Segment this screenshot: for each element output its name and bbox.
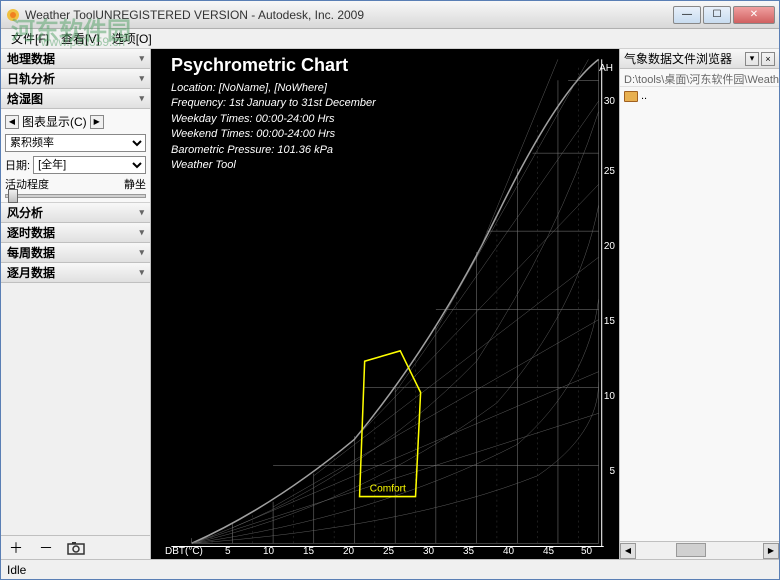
menubar: 文件[F] 查看[V] 选项[O] xyxy=(1,29,779,49)
psychrometric-controls: ◀ 图表显示(C) ▶ 累积频率 日期: [全年] 活动程度 静坐 xyxy=(1,109,150,203)
horizontal-scrollbar[interactable]: ◀ ▶ xyxy=(620,541,779,559)
close-button[interactable]: ✕ xyxy=(733,6,775,24)
comfort-label: Comfort xyxy=(370,483,406,494)
x-tick-35: 35 xyxy=(463,546,474,557)
zoom-out-icon[interactable]: － xyxy=(35,538,57,558)
zoom-in-icon[interactable]: ＋ xyxy=(5,538,27,558)
app-icon xyxy=(5,7,21,23)
y-tick-15: 15 xyxy=(604,316,615,327)
status-text: Idle xyxy=(7,563,26,577)
y-tick-20: 20 xyxy=(604,241,615,252)
x-tick-25: 25 xyxy=(383,546,394,557)
menu-file[interactable]: 文件[F] xyxy=(5,30,55,47)
left-sidebar: 地理数据 日轨分析 焓湿图 ◀ 图表显示(C) ▶ 累积频率 日期: [全年] … xyxy=(1,49,151,559)
file-browser-title: 气象数据文件浏览器 xyxy=(624,50,732,67)
minimize-button[interactable]: — xyxy=(673,6,701,24)
section-sun-path[interactable]: 日轨分析 xyxy=(1,69,150,89)
y-axis-label: AH xyxy=(599,63,613,74)
y-tick-30: 30 xyxy=(604,96,615,107)
file-tree: .. xyxy=(620,87,779,541)
file-path: D:\tools\桌面\河东软件园\Weathe xyxy=(620,69,779,87)
date-label: 日期: xyxy=(5,157,30,173)
dropdown-icon[interactable]: ▾ xyxy=(745,52,759,66)
menu-view[interactable]: 查看[V] xyxy=(55,30,106,47)
chart-area: Psychrometric Chart Location: [NoName], … xyxy=(151,49,619,559)
folder-icon xyxy=(624,91,638,102)
y-tick-5: 5 xyxy=(609,466,615,477)
panel-close-icon[interactable]: × xyxy=(761,52,775,66)
scroll-left-icon[interactable]: ◀ xyxy=(620,543,636,559)
x-tick-50: 50 xyxy=(581,546,592,557)
x-tick-45: 45 xyxy=(543,546,554,557)
x-tick-15: 15 xyxy=(303,546,314,557)
psychrometric-chart-svg: Comfort xyxy=(151,49,619,559)
folder-up-item[interactable]: .. xyxy=(624,89,775,103)
y-tick-25: 25 xyxy=(604,166,615,177)
scroll-track[interactable] xyxy=(636,543,763,559)
menu-options[interactable]: 选项[O] xyxy=(106,30,158,47)
file-browser-header: 气象数据文件浏览器 ▾ × xyxy=(620,49,779,69)
titlebar: Weather ToolUNREGISTERED VERSION - Autod… xyxy=(1,1,779,29)
section-monthly[interactable]: 逐月数据 xyxy=(1,263,150,283)
slider-thumb[interactable] xyxy=(8,189,18,203)
folder-up-label: .. xyxy=(641,90,647,102)
activity-slider[interactable] xyxy=(5,194,146,198)
x-tick-20: 20 xyxy=(343,546,354,557)
main-area: 地理数据 日轨分析 焓湿图 ◀ 图表显示(C) ▶ 累积频率 日期: [全年] … xyxy=(1,49,779,559)
scroll-thumb[interactable] xyxy=(676,543,706,557)
scroll-right-icon[interactable]: ▶ xyxy=(763,543,779,559)
statusbar: Idle xyxy=(1,559,779,579)
y-tick-10: 10 xyxy=(604,391,615,402)
window-title: Weather ToolUNREGISTERED VERSION - Autod… xyxy=(25,8,673,22)
maximize-button[interactable]: ☐ xyxy=(703,6,731,24)
x-tick-30: 30 xyxy=(423,546,434,557)
section-weekly[interactable]: 每周数据 xyxy=(1,243,150,263)
main-window: 河东软件园 www.pc0359.cn Weather ToolUNREGIST… xyxy=(0,0,780,580)
x-tick-10: 10 xyxy=(263,546,274,557)
x-tick-5: 5 xyxy=(225,546,231,557)
camera-icon[interactable] xyxy=(65,538,87,558)
x-axis-label: DBT(°C) xyxy=(165,546,203,557)
bottom-toolbar: ＋ － xyxy=(1,535,150,559)
prev-arrow-icon[interactable]: ◀ xyxy=(5,115,19,129)
section-wind[interactable]: 风分析 xyxy=(1,203,150,223)
section-geo-data[interactable]: 地理数据 xyxy=(1,49,150,69)
window-controls: — ☐ ✕ xyxy=(673,6,775,24)
section-hourly[interactable]: 逐时数据 xyxy=(1,223,150,243)
chart-display-label: 图表显示(C) xyxy=(22,113,87,130)
date-select[interactable]: [全年] xyxy=(33,156,146,174)
next-arrow-icon[interactable]: ▶ xyxy=(90,115,104,129)
right-panel: 气象数据文件浏览器 ▾ × D:\tools\桌面\河东软件园\Weathe .… xyxy=(619,49,779,559)
section-psychrometric[interactable]: 焓湿图 xyxy=(1,89,150,109)
comfort-zone xyxy=(360,351,421,497)
x-tick-40: 40 xyxy=(503,546,514,557)
frequency-select[interactable]: 累积频率 xyxy=(5,134,146,152)
activity-value: 静坐 xyxy=(124,176,146,192)
